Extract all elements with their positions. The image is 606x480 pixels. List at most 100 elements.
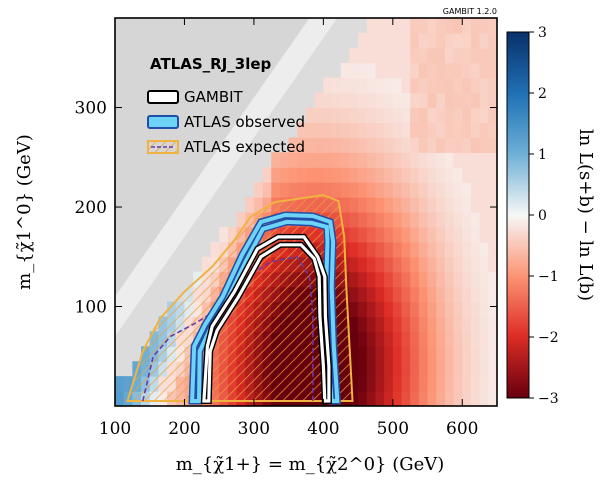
heatmap-cell	[410, 316, 419, 332]
heatmap-cell	[375, 287, 384, 303]
heatmap-cell	[410, 33, 419, 49]
heatmap-cell	[349, 302, 358, 318]
heatmap-cell	[410, 212, 419, 228]
heatmap-cell	[393, 272, 402, 288]
heatmap-cell	[358, 316, 367, 332]
heatmap-cell	[384, 316, 393, 332]
heatmap-cell	[375, 48, 384, 64]
heatmap-cell	[375, 376, 384, 392]
heatmap-cell	[211, 242, 220, 258]
heatmap-cell	[419, 242, 428, 258]
heatmap-cell	[471, 391, 480, 407]
heatmap-cell	[445, 48, 454, 64]
heatmap-cell	[445, 302, 454, 318]
heatmap-cell	[462, 108, 471, 124]
heatmap-cell	[480, 331, 489, 347]
heatmap-cell	[454, 122, 463, 138]
colorbar-tick-label: 0	[538, 208, 547, 224]
heatmap-cell	[410, 18, 419, 34]
heatmap-cell	[367, 257, 376, 273]
heatmap-cell	[315, 137, 324, 153]
heatmap-cell	[428, 78, 437, 94]
heatmap-cell	[402, 272, 411, 288]
heatmap-cell	[471, 331, 480, 347]
heatmap-cell	[428, 227, 437, 243]
heatmap-cell	[323, 167, 332, 183]
heatmap-cell	[384, 63, 393, 79]
heatmap-cell	[428, 152, 437, 168]
heatmap-cell	[367, 227, 376, 243]
heatmap-cell	[375, 391, 384, 407]
heatmap-cell	[471, 272, 480, 288]
heatmap-cell	[480, 152, 489, 168]
heatmap-cell	[402, 227, 411, 243]
heatmap-cell	[367, 152, 376, 168]
heatmap-cell	[419, 272, 428, 288]
heatmap-cell	[367, 18, 376, 34]
heatmap-cell	[445, 391, 454, 407]
heatmap-cell	[332, 152, 341, 168]
heatmap-cell	[341, 152, 350, 168]
heatmap-cell	[454, 391, 463, 407]
heatmap-cell	[480, 376, 489, 392]
heatmap-cell	[358, 257, 367, 273]
heatmap-cell	[454, 108, 463, 124]
heatmap-cell	[358, 302, 367, 318]
heatmap-cell	[315, 152, 324, 168]
heatmap-cell	[445, 212, 454, 228]
heatmap-cell	[419, 33, 428, 49]
heatmap-cell	[367, 212, 376, 228]
heatmap-cell	[375, 63, 384, 79]
heatmap-cell	[393, 346, 402, 362]
heatmap-cell	[393, 48, 402, 64]
heatmap-cell	[445, 272, 454, 288]
heatmap-cell	[471, 287, 480, 303]
heatmap-cell	[349, 316, 358, 332]
heatmap-cell	[393, 108, 402, 124]
heatmap-cell	[323, 93, 332, 109]
heatmap-cell	[375, 137, 384, 153]
heatmap-cell	[436, 152, 445, 168]
heatmap-cell	[419, 78, 428, 94]
heatmap-cell	[471, 33, 480, 49]
heatmap-cell	[410, 331, 419, 347]
heatmap-cell	[384, 361, 393, 377]
heatmap-cell	[410, 272, 419, 288]
heatmap-cell	[454, 361, 463, 377]
heatmap-cell	[436, 302, 445, 318]
heatmap-cell	[419, 122, 428, 138]
heatmap-cell	[341, 108, 350, 124]
heatmap-cell	[428, 197, 437, 213]
x-tick-label: 200	[168, 419, 200, 439]
heatmap-cell	[436, 316, 445, 332]
heatmap-cell	[323, 122, 332, 138]
x-tick-label: 300	[238, 419, 270, 439]
heatmap-cell	[428, 272, 437, 288]
heatmap-cell	[393, 316, 402, 332]
heatmap-cell	[393, 152, 402, 168]
heatmap-cell	[358, 227, 367, 243]
heatmap-cell	[384, 33, 393, 49]
heatmap-cell	[358, 63, 367, 79]
heatmap-cell	[375, 272, 384, 288]
heatmap-cell	[419, 361, 428, 377]
heatmap-cell	[306, 137, 315, 153]
heatmap-cell	[436, 361, 445, 377]
heatmap-cell	[402, 108, 411, 124]
heatmap-cell	[454, 167, 463, 183]
heatmap-cell	[349, 227, 358, 243]
heatmap-cell	[428, 182, 437, 198]
heatmap-cell	[462, 331, 471, 347]
heatmap-cell	[393, 93, 402, 109]
heatmap-cell	[393, 302, 402, 318]
heatmap-cell	[384, 137, 393, 153]
heatmap-cell	[436, 108, 445, 124]
heatmap-cell	[358, 212, 367, 228]
heatmap-cell	[410, 152, 419, 168]
y-tick-label: 100	[75, 298, 107, 318]
heatmap-cell	[428, 93, 437, 109]
heatmap-cell	[471, 197, 480, 213]
heatmap-cell	[358, 93, 367, 109]
heatmap-cell	[375, 167, 384, 183]
heatmap-cell	[358, 108, 367, 124]
